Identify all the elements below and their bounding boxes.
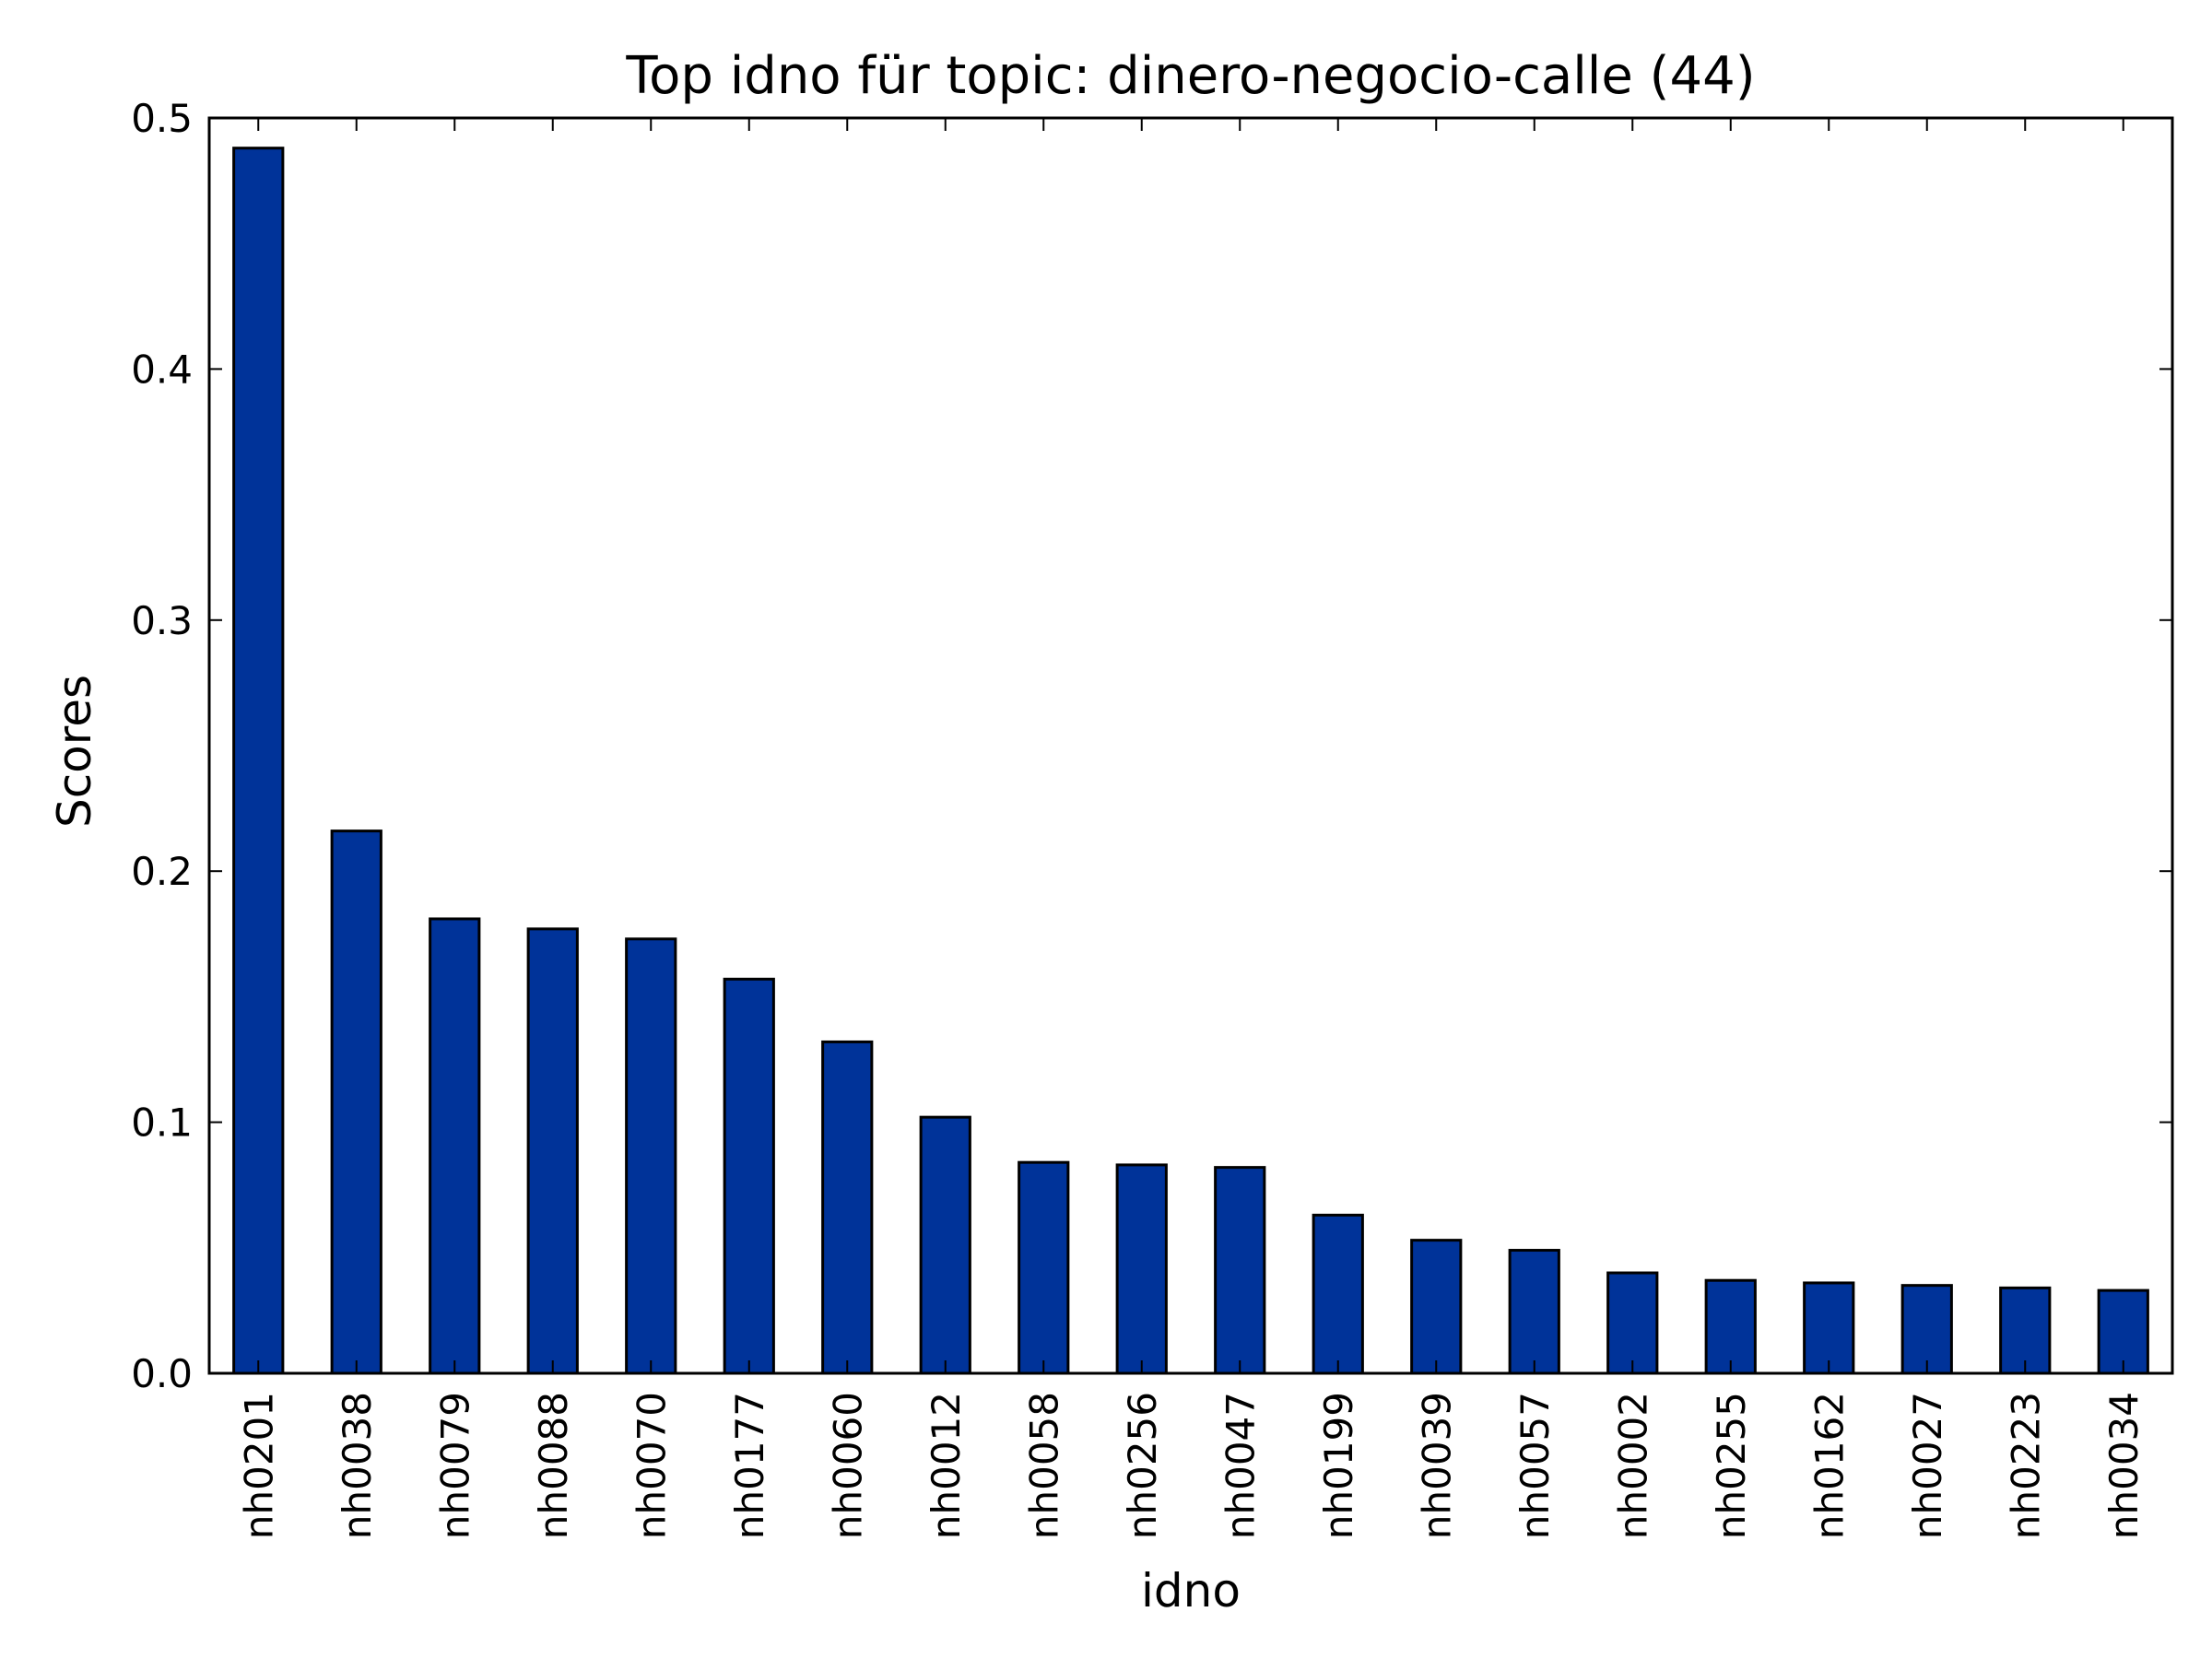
x-tick-label: nh0201 — [236, 1392, 281, 1539]
bar-nh0177 — [723, 977, 775, 1375]
bar-nh0012 — [919, 1115, 971, 1375]
bar-nh0079 — [429, 917, 481, 1375]
x-tick-label: nh0038 — [335, 1392, 380, 1539]
bar-nh0060 — [821, 1040, 874, 1375]
y-tick-label: 0.0 — [131, 1351, 193, 1396]
x-tick-label: nh0027 — [1905, 1392, 1950, 1539]
bar-nh0002 — [1606, 1271, 1659, 1375]
bar-nh0058 — [1018, 1160, 1070, 1375]
bar-nh0162 — [1803, 1281, 1855, 1375]
x-tick-label: nh0255 — [1709, 1392, 1754, 1539]
bar-nh0057 — [1508, 1249, 1560, 1375]
x-tick-label: nh0199 — [1316, 1392, 1361, 1539]
y-tick-label: 0.1 — [131, 1100, 193, 1146]
bar-nh0088 — [526, 927, 579, 1375]
chart-title: Top idno für topic: dinero-negocio-calle… — [625, 46, 1755, 106]
x-tick-label: nh0177 — [727, 1392, 772, 1539]
x-tick-label: nh0034 — [2101, 1392, 2147, 1539]
y-tick-label: 0.4 — [131, 347, 193, 392]
x-tick-label: nh0058 — [1021, 1392, 1066, 1539]
bar-nh0256 — [1115, 1163, 1168, 1375]
y-axis-label: Scores — [48, 675, 101, 828]
x-tick-label: nh0047 — [1218, 1392, 1263, 1539]
x-tick-label: nh0039 — [1414, 1392, 1459, 1539]
bar-nh0038 — [330, 830, 382, 1375]
x-tick-label: nh0079 — [432, 1392, 477, 1539]
bar-nh0070 — [625, 937, 677, 1375]
bar-nh0027 — [1900, 1284, 1953, 1375]
bar-nh0047 — [1214, 1166, 1266, 1375]
x-tick-label: nh0012 — [924, 1392, 969, 1539]
bars — [232, 147, 2149, 1375]
x-tick-label: nh0070 — [629, 1392, 674, 1539]
x-tick-label: nh0088 — [531, 1392, 576, 1539]
y-tick-label: 0.2 — [131, 849, 193, 894]
ticks — [209, 117, 2172, 1374]
x-tick-label: nh0057 — [1512, 1392, 1558, 1539]
x-tick-label: nh0060 — [825, 1392, 870, 1539]
plot-area-frame — [207, 116, 2174, 1375]
y-tick-label: 0.3 — [131, 598, 193, 643]
y-tick-label: 0.5 — [131, 96, 193, 141]
bar-nh0201 — [232, 147, 285, 1375]
bar-nh0199 — [1312, 1213, 1364, 1375]
tick-labels: nh0201 nh0038 nh0079 nh0088 nh0070 nh0177 nh00… — [131, 96, 2147, 1539]
bar-nh0255 — [1704, 1278, 1757, 1375]
x-tick-label: nh0162 — [1806, 1392, 1852, 1539]
x-axis-label: idno — [1141, 1564, 1241, 1618]
x-tick-label: nh0002 — [1610, 1392, 1655, 1539]
x-tick-label: nh0223 — [2003, 1392, 2048, 1539]
bar-nh0039 — [1410, 1239, 1463, 1375]
x-tick-label: nh0256 — [1120, 1392, 1165, 1539]
